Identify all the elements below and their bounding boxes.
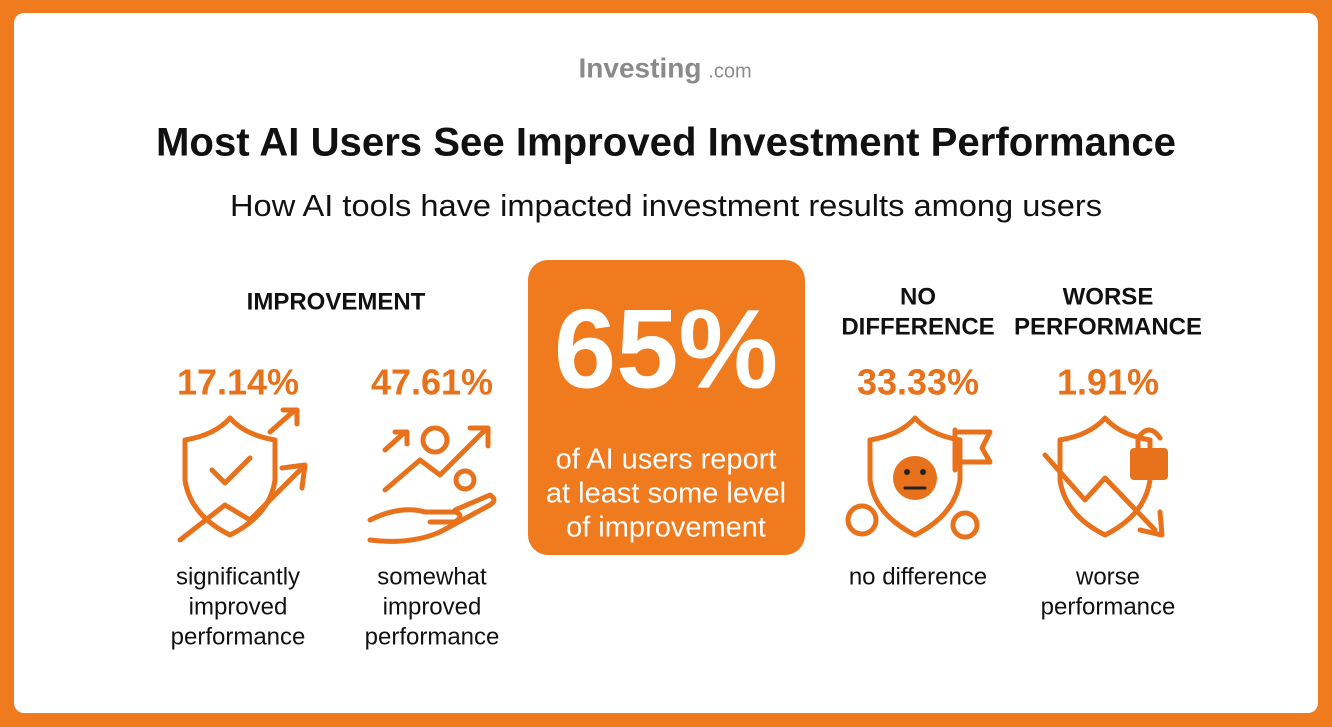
stat-label: no difference [849, 563, 987, 590]
icon-shield-down [1042, 415, 1168, 538]
group-heading: NO [900, 283, 936, 310]
group-heading: WORSE [1063, 283, 1154, 310]
stat-value: 33.33% [857, 362, 979, 403]
stat-label: significantly [176, 563, 300, 590]
group-heading: PERFORMANCE [1014, 313, 1202, 340]
group-heading: IMPROVEMENT [247, 288, 426, 315]
subtitle: How AI tools have impacted investment re… [230, 188, 1102, 223]
group-heading: DIFFERENCE [841, 313, 994, 340]
highlight-text: of AI users report [556, 444, 777, 476]
stat-label: worse [1075, 563, 1140, 590]
highlight-text: of improvement [566, 512, 766, 544]
stat-value: 1.91% [1057, 362, 1159, 403]
stat-label: performance [1041, 593, 1176, 620]
stat-value: 17.14% [177, 362, 299, 403]
highlight-box [528, 260, 805, 555]
highlight-text: at least some level [546, 478, 786, 510]
icon-shield-check [177, 407, 308, 543]
stat-label: performance [171, 623, 306, 650]
brand-suffix: .com [708, 60, 751, 82]
stat-value: 47.61% [371, 362, 493, 403]
highlight-value: 65% [554, 287, 778, 412]
title: Most AI Users See Improved Investment Pe… [156, 121, 1176, 165]
stat-label: improved [383, 593, 482, 620]
stat-label: somewhat [377, 563, 487, 590]
icon-hand-growth [367, 425, 497, 544]
stat-label: performance [365, 623, 500, 650]
stat-label: improved [189, 593, 288, 620]
icon-neutral [845, 415, 993, 540]
brand-name: Investing [579, 52, 702, 83]
